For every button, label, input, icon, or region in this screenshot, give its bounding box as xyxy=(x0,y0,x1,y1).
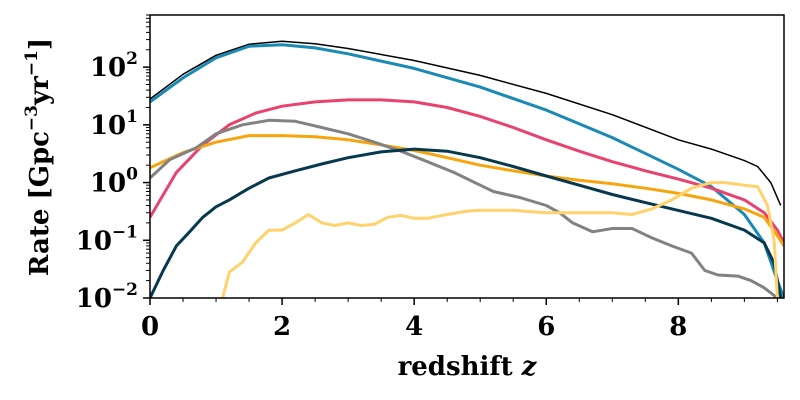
series-line-4 xyxy=(150,134,784,247)
series-line-3 xyxy=(150,98,784,244)
series-line-2 xyxy=(150,43,784,298)
y-tick-label: 10−2 xyxy=(76,280,138,314)
x-tick-label: 8 xyxy=(669,312,687,342)
x-tick-label: 4 xyxy=(405,312,423,342)
y-tick-label: 102 xyxy=(90,49,138,83)
plot-frame xyxy=(149,14,785,299)
series-line-6 xyxy=(150,147,783,298)
x-axis-title: redshift z xyxy=(398,352,538,382)
x-tick-label: 6 xyxy=(537,312,555,342)
series-line-5 xyxy=(150,118,779,298)
series-layer xyxy=(150,40,784,298)
series-line-7 xyxy=(221,181,779,298)
y-tick-label: 10−1 xyxy=(76,222,138,256)
series-line-1 xyxy=(150,40,782,206)
x-tick-label: 2 xyxy=(273,312,291,342)
y-tick-label: 100 xyxy=(90,165,138,199)
ticks-layer: 0 2 4 6 8 10−2 10−1 100 101 102 xyxy=(76,14,778,342)
y-tick-label: 101 xyxy=(90,107,138,141)
x-tick-label: 0 xyxy=(141,312,159,342)
y-axis-title: Rate [Gpc−3yr−1] xyxy=(22,38,55,276)
